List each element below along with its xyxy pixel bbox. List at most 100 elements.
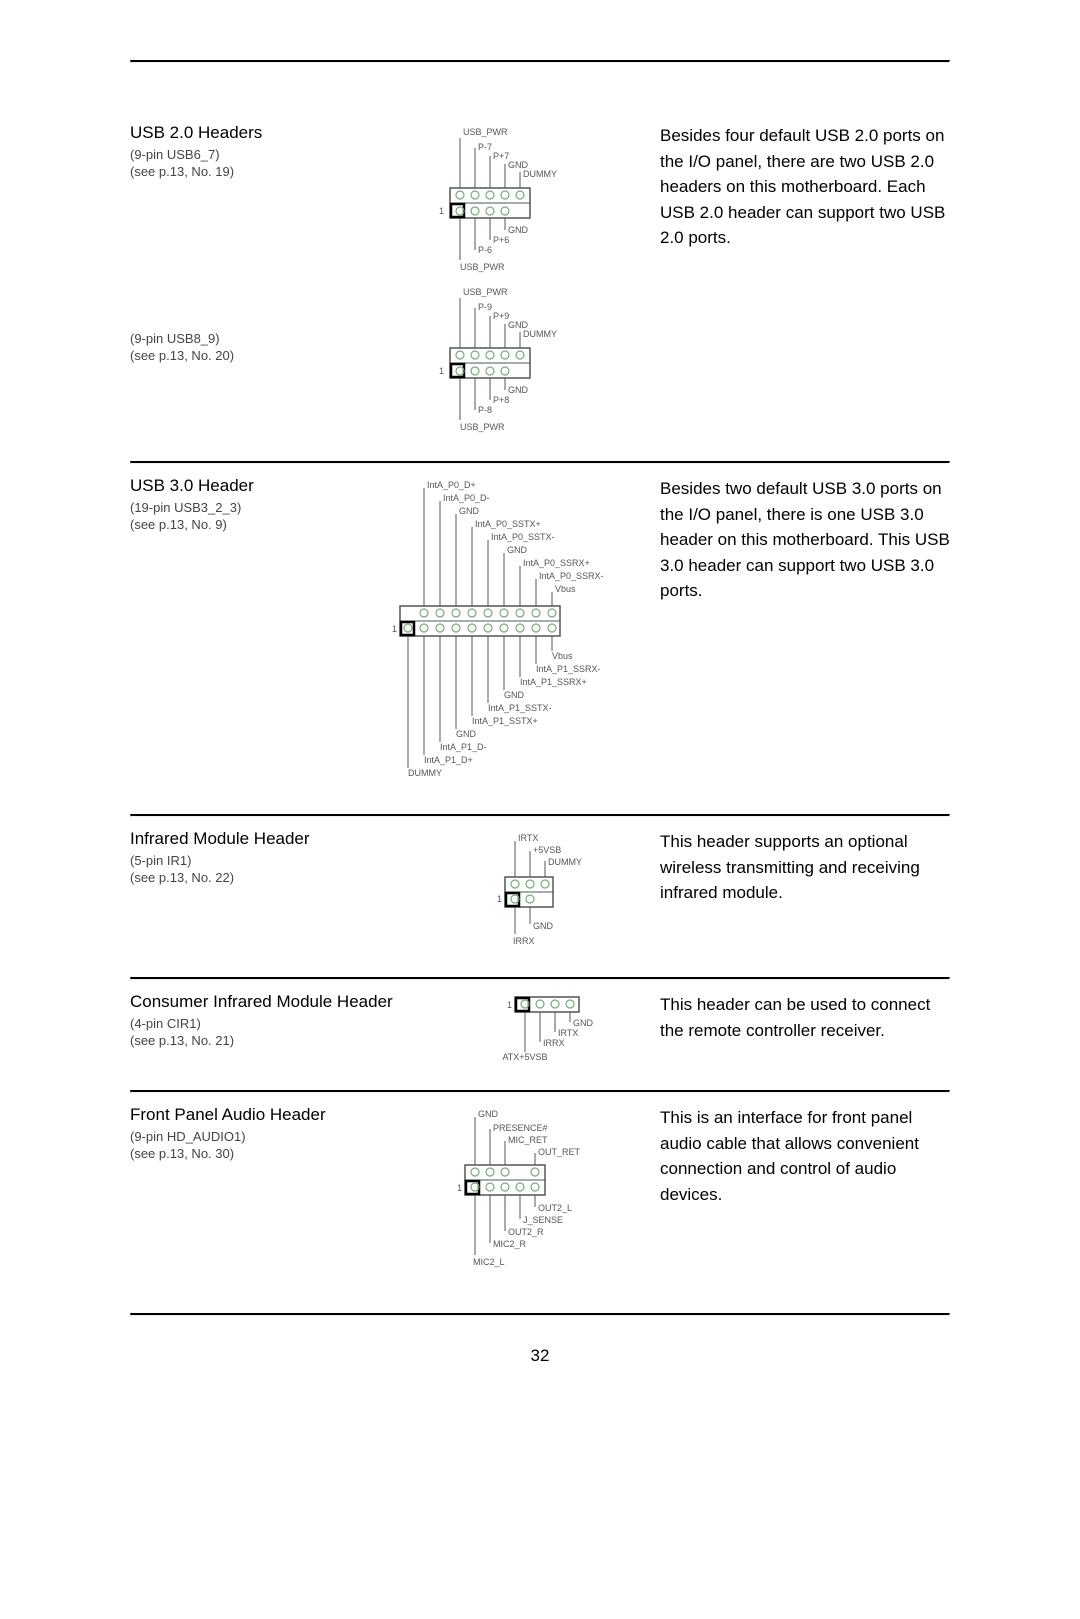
section-audio: Front Panel Audio Header (9-pin HD_AUDIO…: [130, 1093, 950, 1303]
svg-text:IntA_P0_D-: IntA_P0_D-: [443, 493, 490, 503]
svg-text:USB_PWR: USB_PWR: [463, 287, 508, 297]
svg-text:USB_PWR: USB_PWR: [460, 422, 505, 432]
svg-text:P-8: P-8: [478, 405, 492, 415]
ir-title: Infrared Module Header: [130, 829, 400, 849]
svg-text:DUMMY: DUMMY: [408, 768, 442, 778]
svg-text:P+7: P+7: [493, 151, 509, 161]
cir-sub2: (see p.13, No. 21): [130, 1033, 440, 1048]
usb20-left: USB 2.0 Headers (9-pin USB6_7) (see p.13…: [130, 123, 350, 443]
svg-text:GND: GND: [533, 921, 554, 931]
svg-text:IntA_P1_D+: IntA_P1_D+: [424, 755, 473, 765]
svg-text:DUMMY: DUMMY: [548, 857, 582, 867]
svg-text:IntA_P1_SSTX-: IntA_P1_SSTX-: [488, 703, 552, 713]
audio-left: Front Panel Audio Header (9-pin HD_AUDIO…: [130, 1105, 380, 1285]
svg-text:GND: GND: [508, 385, 529, 395]
audio-sub1: (9-pin HD_AUDIO1): [130, 1129, 380, 1144]
svg-text:IntA_P1_D-: IntA_P1_D-: [440, 742, 487, 752]
svg-text:MIC_RET: MIC_RET: [508, 1135, 548, 1145]
svg-text:GND: GND: [508, 225, 529, 235]
svg-text:OUT2_R: OUT2_R: [508, 1227, 544, 1237]
section-usb20: USB 2.0 Headers (9-pin USB6_7) (see p.13…: [130, 63, 950, 461]
svg-text:MIC2_L: MIC2_L: [473, 1257, 505, 1267]
svg-text:OUT_RET: OUT_RET: [538, 1147, 581, 1157]
usb30-left: USB 3.0 Header (19-pin USB3_2_3) (see p.…: [130, 476, 350, 796]
usb20-sub3: (9-pin USB8_9): [130, 331, 350, 346]
bottom-rule: [130, 1313, 950, 1316]
usb30-sub1: (19-pin USB3_2_3): [130, 500, 350, 515]
svg-text:GND: GND: [459, 506, 480, 516]
svg-text:1: 1: [457, 1183, 462, 1193]
ir-diagram-wrap: IRTX +5VSB DUMMY 1 GND IRRX: [420, 829, 640, 959]
svg-text:IntA_P0_D+: IntA_P0_D+: [427, 480, 476, 490]
cir-desc: This header can be used to connect the r…: [660, 992, 950, 1043]
usb30-title: USB 3.0 Header: [130, 476, 350, 496]
svg-text:P-7: P-7: [478, 142, 492, 152]
cir-diagram-wrap: 1 GND IRTX IRRX ATX+5VSB: [460, 992, 640, 1072]
ir-left: Infrared Module Header (5-pin IR1) (see …: [130, 829, 400, 959]
svg-text:1: 1: [392, 624, 397, 634]
usb30-desc: Besides two default USB 3.0 ports on the…: [660, 476, 950, 604]
svg-text:P+8: P+8: [493, 395, 509, 405]
usb30-sub2: (see p.13, No. 9): [130, 517, 350, 532]
svg-text:DUMMY: DUMMY: [523, 329, 557, 339]
svg-text:P+9: P+9: [493, 311, 509, 321]
ir-desc: This header supports an optional wireles…: [660, 829, 950, 906]
svg-text:IRTX: IRTX: [558, 1028, 578, 1038]
audio-sub2: (see p.13, No. 30): [130, 1146, 380, 1161]
section-ir: Infrared Module Header (5-pin IR1) (see …: [130, 817, 950, 977]
section-cir: Consumer Infrared Module Header (4-pin C…: [130, 980, 950, 1090]
svg-text:IntA_P0_SSTX-: IntA_P0_SSTX-: [491, 532, 555, 542]
ir-right: This header supports an optional wireles…: [660, 829, 950, 959]
svg-text:PRESENCE#: PRESENCE#: [493, 1123, 548, 1133]
svg-text:P-6: P-6: [478, 245, 492, 255]
svg-text:GND: GND: [478, 1109, 499, 1119]
usb20-sub2: (see p.13, No. 19): [130, 164, 350, 179]
svg-text:GND: GND: [456, 729, 477, 739]
usb20-desc: Besides four default USB 2.0 ports on th…: [660, 123, 950, 251]
svg-text:IntA_P1_SSTX+: IntA_P1_SSTX+: [472, 716, 538, 726]
svg-text:GND: GND: [507, 545, 528, 555]
svg-text:IRRX: IRRX: [513, 936, 535, 946]
ir-sub2: (see p.13, No. 22): [130, 870, 400, 885]
usb30-diagram-wrap: IntA_P0_D+IntA_P0_D-GNDIntA_P0_SSTX+IntA…: [370, 476, 640, 796]
svg-text:IntA_P0_SSRX-: IntA_P0_SSRX-: [539, 571, 604, 581]
ir-diagram: IRTX +5VSB DUMMY 1 GND IRRX: [460, 829, 600, 959]
svg-text:MIC2_R: MIC2_R: [493, 1239, 527, 1249]
svg-text:USB_PWR: USB_PWR: [463, 127, 508, 137]
usb20-diagram-wrap: USB_PWR P-7 P+7 GND DUMMY 1 GND P+6 P-6: [370, 123, 640, 443]
section-usb30: USB 3.0 Header (19-pin USB3_2_3) (see p.…: [130, 464, 950, 814]
audio-diagram: GND PRESENCE# MIC_RET OUT_RET 1 OUT2_L J…: [425, 1105, 615, 1285]
svg-text:Vbus: Vbus: [555, 584, 576, 594]
svg-text:IRRX: IRRX: [543, 1038, 565, 1048]
ir-sub1: (5-pin IR1): [130, 853, 400, 868]
svg-text:IntA_P1_SSRX+: IntA_P1_SSRX+: [520, 677, 587, 687]
svg-text:IntA_P1_SSRX-: IntA_P1_SSRX-: [536, 664, 601, 674]
audio-right: This is an interface for front panel aud…: [660, 1105, 950, 1285]
cir-left: Consumer Infrared Module Header (4-pin C…: [130, 992, 440, 1072]
svg-text:GND: GND: [504, 690, 525, 700]
page-number: 32: [130, 1346, 950, 1366]
audio-diagram-wrap: GND PRESENCE# MIC_RET OUT_RET 1 OUT2_L J…: [400, 1105, 640, 1285]
svg-text:+5VSB: +5VSB: [533, 845, 561, 855]
audio-desc: This is an interface for front panel aud…: [660, 1105, 950, 1207]
svg-text:P-9: P-9: [478, 302, 492, 312]
svg-text:J_SENSE: J_SENSE: [523, 1215, 563, 1225]
svg-text:GND: GND: [573, 1018, 594, 1028]
svg-text:P+6: P+6: [493, 235, 509, 245]
page: USB 2.0 Headers (9-pin USB6_7) (see p.13…: [0, 0, 1080, 1406]
svg-text:Vbus: Vbus: [552, 651, 573, 661]
cir-sub1: (4-pin CIR1): [130, 1016, 440, 1031]
usb20-diagram-a: USB_PWR P-7 P+7 GND DUMMY 1 GND P+6 P-6: [420, 123, 590, 283]
svg-text:OUT2_L: OUT2_L: [538, 1203, 572, 1213]
svg-text:IRTX: IRTX: [518, 833, 538, 843]
usb30-right: Besides two default USB 3.0 ports on the…: [660, 476, 950, 796]
usb20-diagram-b: USB_PWR P-9 P+9 GND DUMMY 1 GND P+8 P-8: [420, 283, 590, 443]
svg-text:ATX+5VSB: ATX+5VSB: [502, 1052, 547, 1062]
svg-text:1: 1: [439, 366, 444, 376]
usb20-right: Besides four default USB 2.0 ports on th…: [660, 123, 950, 443]
cir-diagram: 1 GND IRTX IRRX ATX+5VSB: [475, 992, 625, 1072]
svg-text:IntA_P0_SSRX+: IntA_P0_SSRX+: [523, 558, 590, 568]
svg-text:1: 1: [507, 1000, 512, 1010]
usb20-sub4: (see p.13, No. 20): [130, 348, 350, 363]
cir-right: This header can be used to connect the r…: [660, 992, 950, 1072]
